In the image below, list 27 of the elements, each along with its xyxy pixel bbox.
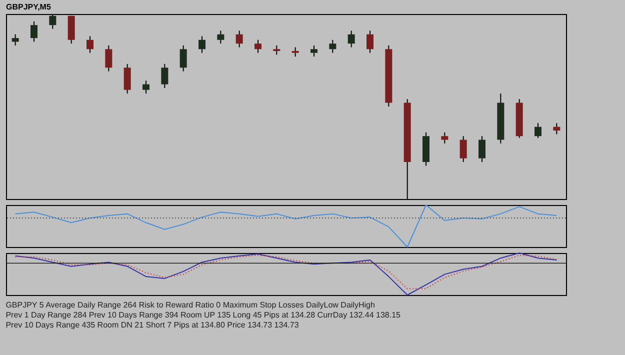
candlestick	[217, 30, 224, 44]
candlestick	[292, 46, 299, 58]
candlestick	[310, 44, 318, 58]
candlestick	[12, 34, 19, 46]
text: Prev 1 Day Range 284 Prev 10 Days Range 394 Room UP 135 Long 45 Pips at 134.28 CurrDay 132.44 138.15	[6, 310, 402, 320]
text: Prev 10 Days Range 435 Room DN 21 Short 7 Pips at 134.80 Price 134.73 134.73	[6, 320, 300, 330]
candlestick	[329, 39, 336, 54]
candlestick	[441, 132, 448, 144]
candlestick	[254, 39, 262, 54]
candlestick	[86, 36, 94, 54]
candlestick	[124, 63, 131, 94]
candlestick	[553, 122, 560, 135]
candlestick	[30, 20, 38, 42]
candlestick	[180, 44, 187, 72]
candlestick	[236, 30, 243, 48]
chart-title: GBPJPY,M5	[6, 2, 52, 12]
candlestick	[366, 30, 374, 54]
candlestick	[460, 136, 467, 162]
candlestick	[142, 80, 150, 94]
candlestick	[105, 44, 112, 72]
candlestick	[273, 44, 280, 56]
candlestick	[198, 36, 206, 54]
text: GBPJPY 5 Average Daily Range 264 Risk to Reward Ratio 0 Maximum Stop Losses DailyLow DailyHigh	[6, 300, 375, 310]
candlestick	[478, 136, 486, 162]
candlestick	[348, 30, 355, 48]
candlestick	[534, 122, 542, 138]
candlestick	[161, 63, 168, 88]
